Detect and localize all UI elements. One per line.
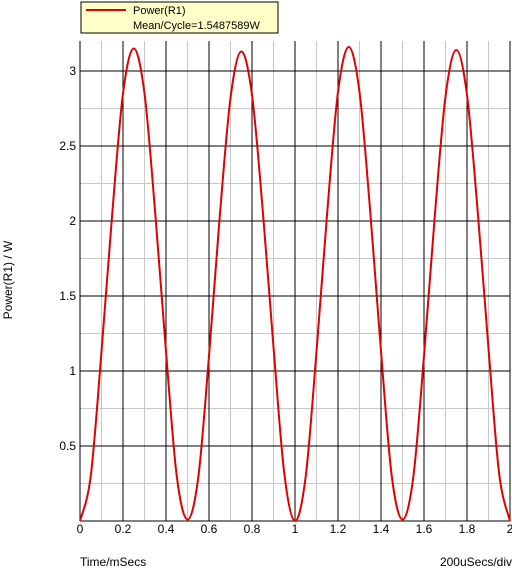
y-axis-title: Power(R1) / W xyxy=(1,240,15,319)
x-scale-note: 200uSecs/div xyxy=(440,555,512,568)
x-tick-label: 1.2 xyxy=(330,522,347,536)
x-tick-label: 0.2 xyxy=(115,522,132,536)
x-tick-label: 1.6 xyxy=(416,522,433,536)
x-tick-labels: 0 0.2 0.4 0.6 0.8 1 1.2 1.4 1.6 1.8 2 xyxy=(77,522,512,536)
legend-series-annotation: Mean/Cycle=1.5487589W xyxy=(133,20,260,32)
legend: Power(R1) Mean/Cycle=1.5487589W xyxy=(80,1,279,34)
x-tick-label: 0.8 xyxy=(244,522,261,536)
x-axis-title: Time/mSecs xyxy=(80,555,146,568)
x-tick-label: 0 xyxy=(77,522,84,536)
major-grid xyxy=(79,41,511,522)
y-tick-label: 2.5 xyxy=(59,139,76,153)
x-tick-label: 1.8 xyxy=(459,522,476,536)
series-line-power-r1 xyxy=(79,46,511,522)
y-tick-label: 1 xyxy=(69,364,76,378)
x-tick-label: 1.4 xyxy=(373,522,390,536)
y-tick-label: 1.5 xyxy=(59,289,76,303)
y-tick-labels: 0.5 1 1.5 2 2.5 3 xyxy=(59,64,76,453)
y-tick-label: 2 xyxy=(69,214,76,228)
legend-series-name: Power(R1) xyxy=(133,5,186,17)
y-tick-label: 3 xyxy=(69,64,76,78)
x-tick-label: 2 xyxy=(507,522,512,536)
x-tick-label: 1 xyxy=(292,522,299,536)
legend-box xyxy=(80,1,279,34)
x-tick-label: 0.6 xyxy=(201,522,218,536)
plot-series-group xyxy=(79,46,511,522)
y-tick-label: 0.5 xyxy=(59,439,76,453)
x-tick-label: 0.4 xyxy=(158,522,175,536)
